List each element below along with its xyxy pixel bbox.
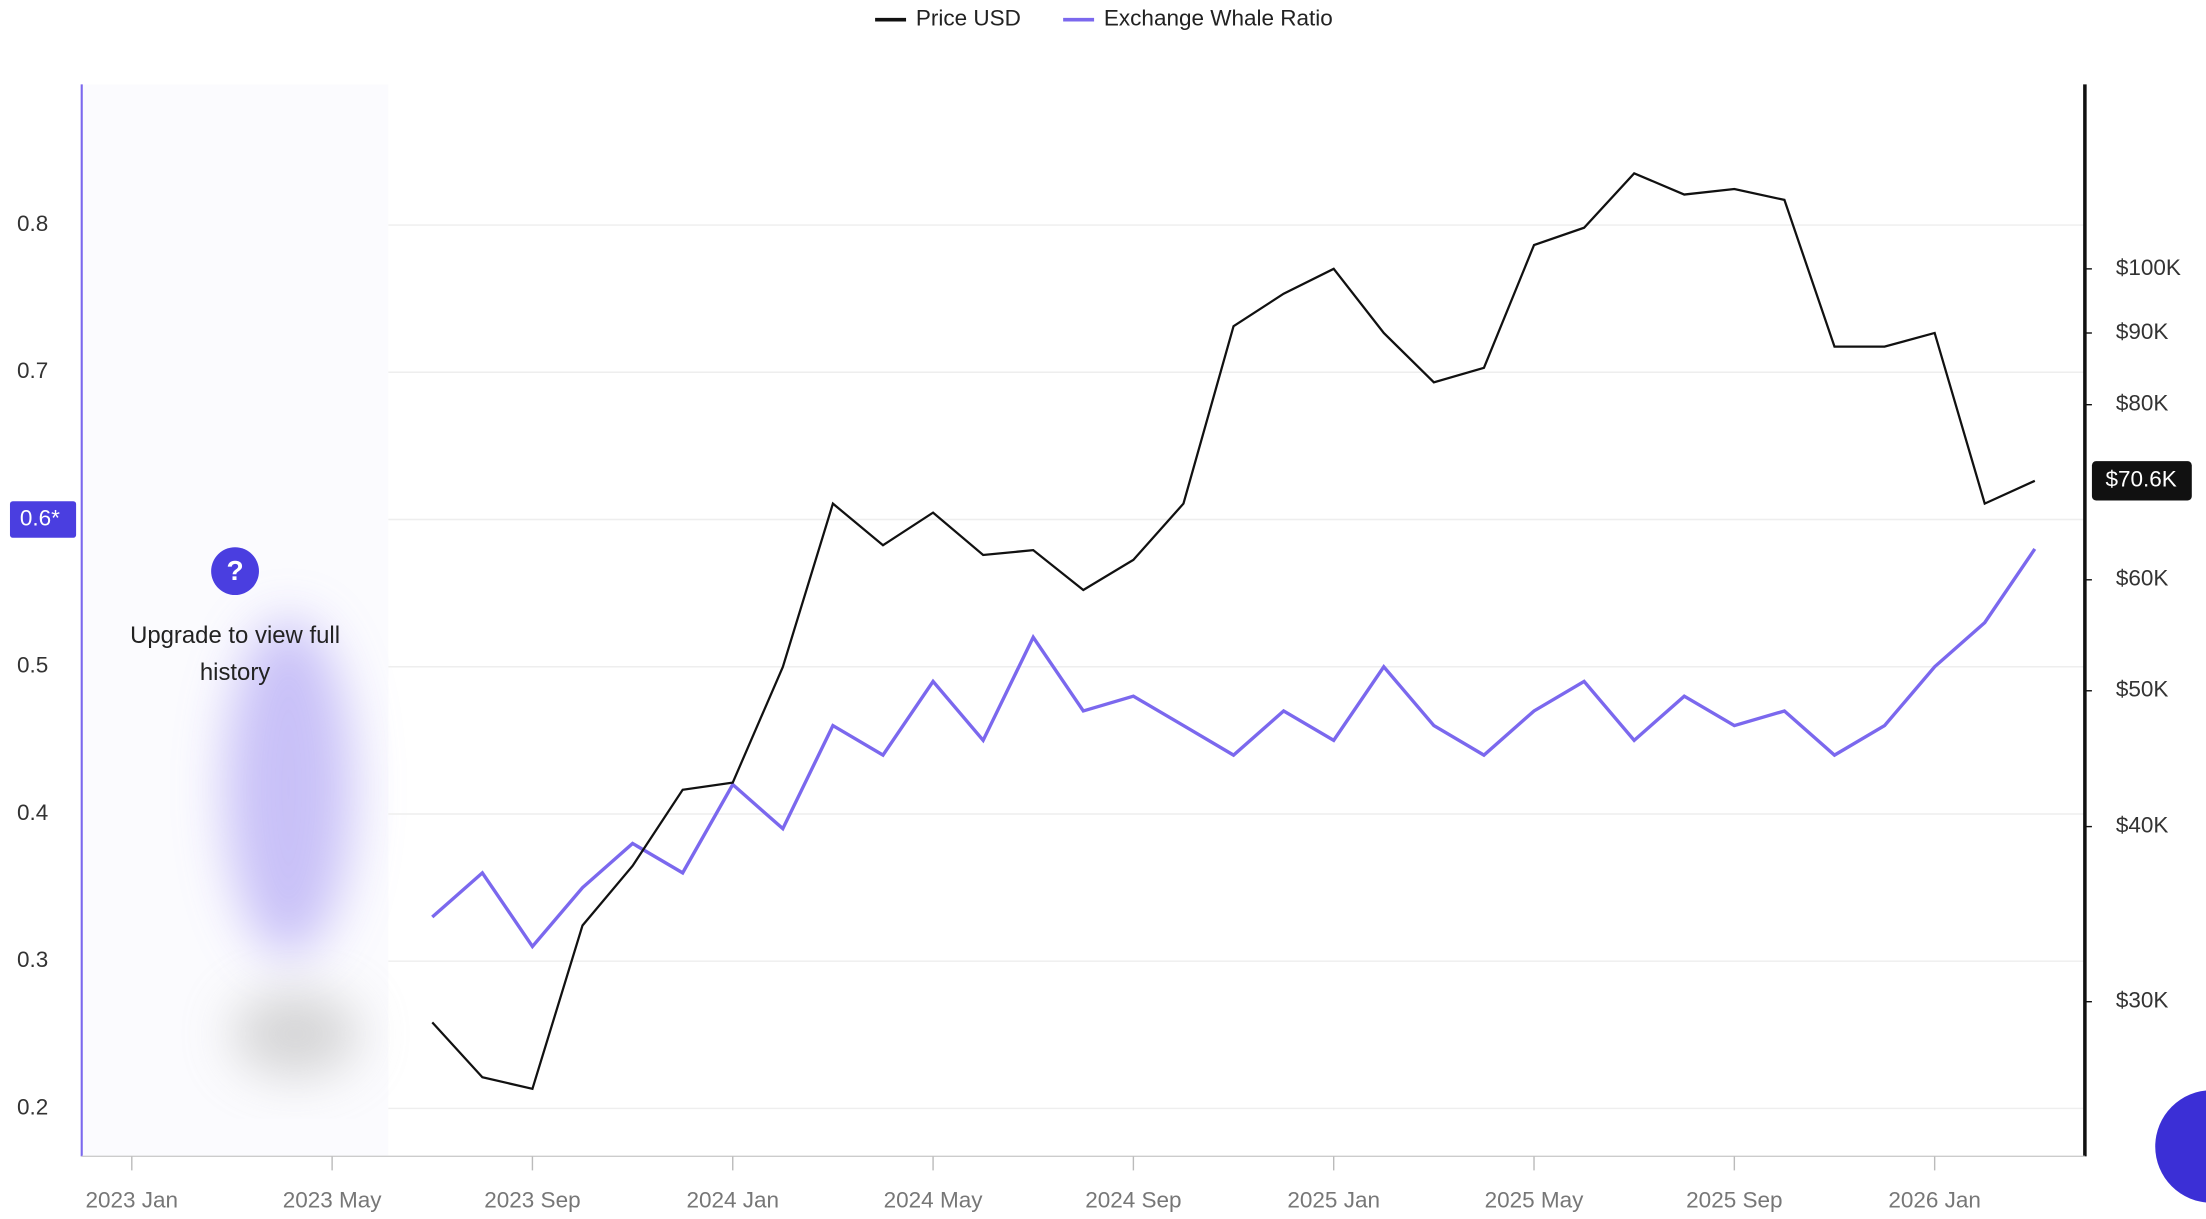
- y2-tick-label: $90K: [2116, 319, 2169, 344]
- y-tick-label: 0.4: [17, 800, 48, 825]
- upgrade-text[interactable]: Upgrade to view full history: [130, 623, 340, 687]
- y-tick-label: 0.5: [17, 653, 48, 678]
- y2-tick-label: $30K: [2116, 988, 2169, 1013]
- x-tick-label: 2023 Jan: [86, 1187, 179, 1212]
- x-tick-label: 2025 May: [1485, 1187, 1585, 1212]
- price-marker-bg: [2091, 461, 2192, 501]
- y2-tick-label: $60K: [2116, 566, 2169, 591]
- x-tick-label: 2025 Sep: [1686, 1187, 1782, 1212]
- locked-region: [81, 84, 389, 1157]
- x-tick-label: 2024 Sep: [1085, 1187, 1181, 1212]
- price-marker-label: $70.6K: [2106, 467, 2177, 492]
- y-tick-label: 0.7: [17, 358, 48, 383]
- x-tick-label: 2023 May: [283, 1187, 383, 1212]
- blurred-history: [232, 991, 359, 1077]
- y-tick-label: 0.3: [17, 947, 48, 972]
- y2-tick-label: $40K: [2116, 813, 2169, 838]
- blurred-history: [225, 618, 352, 957]
- upgrade-icon[interactable]: ?: [226, 555, 243, 586]
- x-tick-label: 2024 Jan: [686, 1187, 779, 1212]
- y2-tick-label: $50K: [2116, 677, 2169, 702]
- y-tick-label: 0.2: [17, 1094, 48, 1119]
- series-line: [431, 547, 2037, 950]
- y2-tick-label: $100K: [2116, 255, 2181, 280]
- left-marker-bg: [9, 501, 77, 538]
- x-tick-label: 2026 Jan: [1888, 1187, 1981, 1212]
- series-line: [431, 171, 2036, 1091]
- x-tick-label: 2025 Jan: [1287, 1187, 1380, 1212]
- y2-tick-label: $80K: [2116, 391, 2169, 416]
- legend-label: Exchange Whale Ratio: [1104, 6, 1333, 31]
- y-tick-label: 0.8: [17, 211, 48, 236]
- left-marker-label: 0.6*: [20, 505, 60, 530]
- x-tick-label: 2024 May: [884, 1187, 984, 1212]
- legend-label: Price USD: [916, 6, 1021, 31]
- chat-button[interactable]: [2155, 1090, 2206, 1203]
- upgrade-icon-bg[interactable]: [211, 547, 259, 596]
- x-tick-label: 2023 Sep: [484, 1187, 580, 1212]
